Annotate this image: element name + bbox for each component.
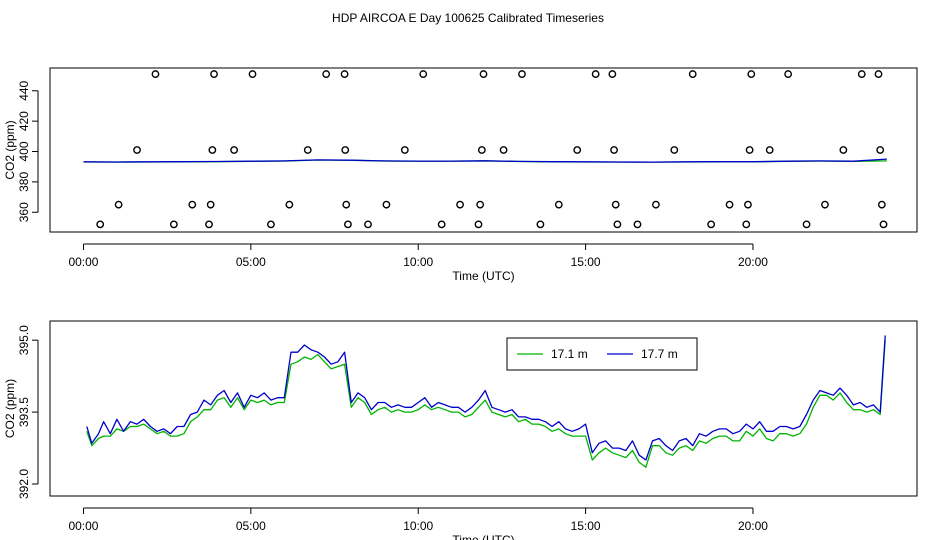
top-data-point bbox=[670, 146, 679, 154]
top-data-point bbox=[876, 146, 885, 154]
top-data-point bbox=[205, 220, 213, 229]
top-data-point bbox=[419, 70, 428, 78]
top-data-point bbox=[821, 200, 829, 209]
top-y-axis-label: CO2 (ppm) bbox=[3, 120, 17, 179]
top-data-point bbox=[151, 70, 160, 78]
top-data-point bbox=[765, 146, 774, 154]
top-x-tick-label: 20:00 bbox=[738, 255, 768, 269]
top-data-point bbox=[96, 220, 105, 229]
top-data-layer bbox=[83, 70, 888, 229]
top-data-point bbox=[382, 200, 391, 209]
bottom-y-tick-label: 395.0 bbox=[17, 325, 31, 355]
top-panel-scatter: 00:00 05:00 10:00 15:00 20:00 Time (UTC) 360 38… bbox=[3, 67, 918, 283]
top-y-tick-label: 420 bbox=[17, 111, 31, 131]
bottom-x-tick-label: 20:00 bbox=[738, 519, 768, 533]
top-data-point bbox=[608, 70, 617, 78]
top-data-point bbox=[208, 146, 217, 154]
top-data-point bbox=[230, 146, 239, 154]
top-data-point bbox=[554, 200, 563, 209]
top-x-axis-label: Time (UTC) bbox=[452, 269, 514, 283]
top-data-point bbox=[341, 146, 350, 154]
top-data-point bbox=[688, 70, 697, 78]
top-data-point bbox=[114, 200, 123, 209]
top-data-point bbox=[340, 70, 349, 78]
top-data-point bbox=[456, 200, 464, 209]
bottom-y-axis-label: CO2 (ppm) bbox=[3, 379, 17, 438]
bottom-series-line-blue bbox=[86, 335, 886, 461]
bottom-y-tick-label: 392.0 bbox=[17, 469, 31, 499]
top-x-tick-label: 00:00 bbox=[68, 255, 98, 269]
top-data-point bbox=[210, 70, 218, 78]
top-data-point bbox=[400, 146, 409, 154]
top-data-point bbox=[536, 220, 545, 229]
top-data-point bbox=[518, 70, 526, 78]
top-data-point bbox=[879, 220, 888, 229]
figure-title: HDP AIRCOA E Day 100625 Calibrated Times… bbox=[332, 11, 604, 25]
top-data-point bbox=[476, 200, 485, 209]
bottom-series-line-green bbox=[86, 340, 886, 468]
top-data-point bbox=[322, 70, 331, 78]
top-y-tick-label: 400 bbox=[17, 141, 31, 161]
top-data-point bbox=[802, 220, 811, 229]
top-data-point bbox=[857, 70, 866, 78]
top-data-point bbox=[784, 70, 793, 78]
top-data-point bbox=[344, 220, 352, 229]
legend-label-blue: 17.7 m bbox=[641, 347, 678, 361]
top-data-point bbox=[839, 146, 848, 154]
top-data-point bbox=[747, 70, 756, 78]
top-x-tick-label: 15:00 bbox=[571, 255, 601, 269]
top-data-point bbox=[437, 220, 446, 229]
bottom-x-tick-label: 15:00 bbox=[571, 519, 601, 533]
top-plot-frame bbox=[49, 67, 918, 233]
bottom-x-tick-label: 00:00 bbox=[68, 519, 98, 533]
top-data-point bbox=[267, 220, 275, 229]
top-data-point bbox=[285, 200, 294, 209]
bottom-data-layer bbox=[86, 335, 886, 468]
bottom-plot-frame bbox=[49, 320, 918, 497]
top-x-tick-label: 10:00 bbox=[403, 255, 433, 269]
top-data-point bbox=[610, 146, 618, 154]
top-data-point bbox=[206, 200, 215, 209]
top-data-point bbox=[707, 220, 716, 229]
top-data-point bbox=[745, 146, 754, 154]
top-data-point bbox=[633, 220, 642, 229]
top-data-point bbox=[303, 146, 312, 154]
bottom-x-tick-label: 05:00 bbox=[236, 519, 266, 533]
top-data-point bbox=[725, 200, 734, 209]
top-data-point bbox=[364, 220, 372, 229]
top-y-tick-label: 360 bbox=[17, 202, 31, 222]
top-data-point bbox=[874, 70, 883, 78]
top-data-point bbox=[591, 70, 600, 78]
top-data-point bbox=[248, 70, 257, 78]
bottom-panel-timeseries: 00:00 05:00 10:00 15:00 20:00 Time (UTC) 392.0… bbox=[3, 320, 918, 540]
top-data-point bbox=[613, 220, 622, 229]
top-data-point bbox=[188, 200, 197, 209]
top-data-point bbox=[611, 200, 620, 209]
bottom-x-axis-label: Time (UTC) bbox=[452, 533, 514, 540]
top-data-point bbox=[651, 200, 660, 209]
top-x-tick-label: 05:00 bbox=[236, 255, 266, 269]
bottom-y-tick-label: 393.5 bbox=[17, 397, 31, 427]
top-data-point bbox=[499, 146, 508, 154]
top-data-point bbox=[169, 220, 178, 229]
top-data-point bbox=[742, 220, 751, 229]
top-y-tick-label: 380 bbox=[17, 172, 31, 192]
top-series-line-blue bbox=[83, 158, 887, 163]
top-data-point bbox=[477, 146, 486, 154]
top-data-point bbox=[877, 200, 886, 209]
top-data-point bbox=[744, 200, 752, 209]
legend-label-green: 17.1 m bbox=[551, 347, 588, 361]
top-data-point bbox=[479, 70, 488, 78]
top-data-point bbox=[133, 146, 141, 154]
top-data-point bbox=[573, 146, 582, 154]
bottom-x-tick-label: 10:00 bbox=[403, 519, 433, 533]
top-data-point bbox=[474, 220, 483, 229]
top-y-tick-label: 440 bbox=[17, 80, 31, 100]
top-data-point bbox=[342, 200, 351, 209]
